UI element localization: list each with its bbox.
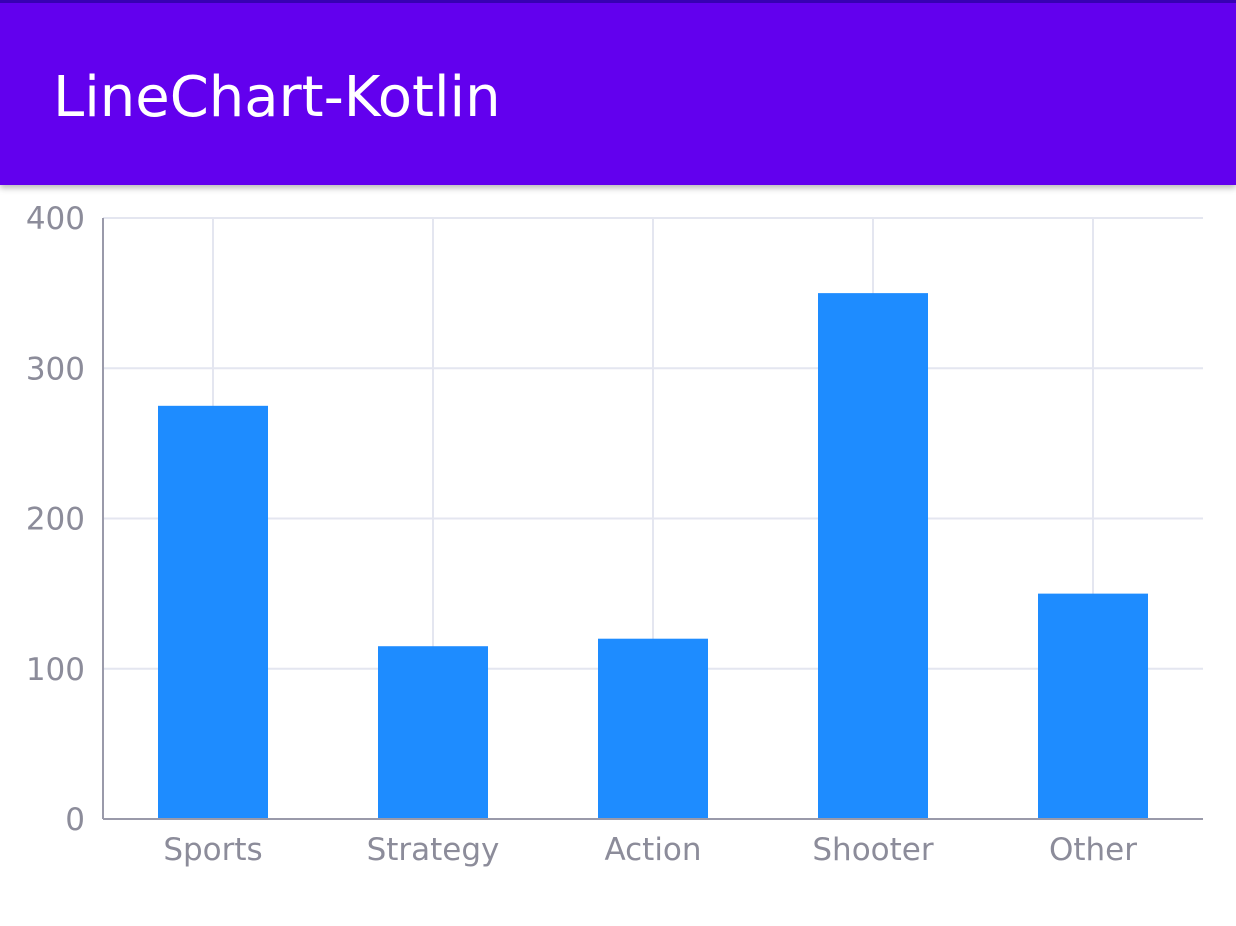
x-tick-label-action: Action (604, 832, 701, 868)
bar-strategy (378, 646, 488, 819)
axes (102, 218, 1203, 820)
x-tick-label-sports: Sports (163, 832, 262, 868)
app-title: LineChart-Kotlin (53, 65, 501, 130)
x-tick-label-other: Other (1049, 832, 1137, 868)
bar-shooter (818, 293, 928, 819)
app-bar: LineChart-Kotlin (0, 0, 1236, 185)
y-tick-label-200: 200 (26, 502, 85, 538)
tick-labels: 0 100 200 300 400 Sports Strategy Action Shooter… (26, 201, 1137, 868)
x-tick-label-strategy: Strategy (367, 832, 500, 868)
bar-sports (158, 405, 268, 819)
bars (158, 293, 1148, 819)
bar-other (1038, 593, 1148, 819)
y-tick-label-300: 300 (26, 351, 85, 387)
bar-action (598, 638, 708, 819)
y-tick-label-100: 100 (26, 652, 85, 688)
x-tick-label-shooter: Shooter (812, 832, 933, 868)
y-tick-label-0: 0 (65, 802, 85, 838)
chart-area: 0 100 200 300 400 Sports Strategy Action Shooter… (0, 185, 1236, 921)
y-tick-label-400: 400 (26, 201, 85, 237)
bar-chart: 0 100 200 300 400 Sports Strategy Action Shooter… (26, 201, 1203, 868)
